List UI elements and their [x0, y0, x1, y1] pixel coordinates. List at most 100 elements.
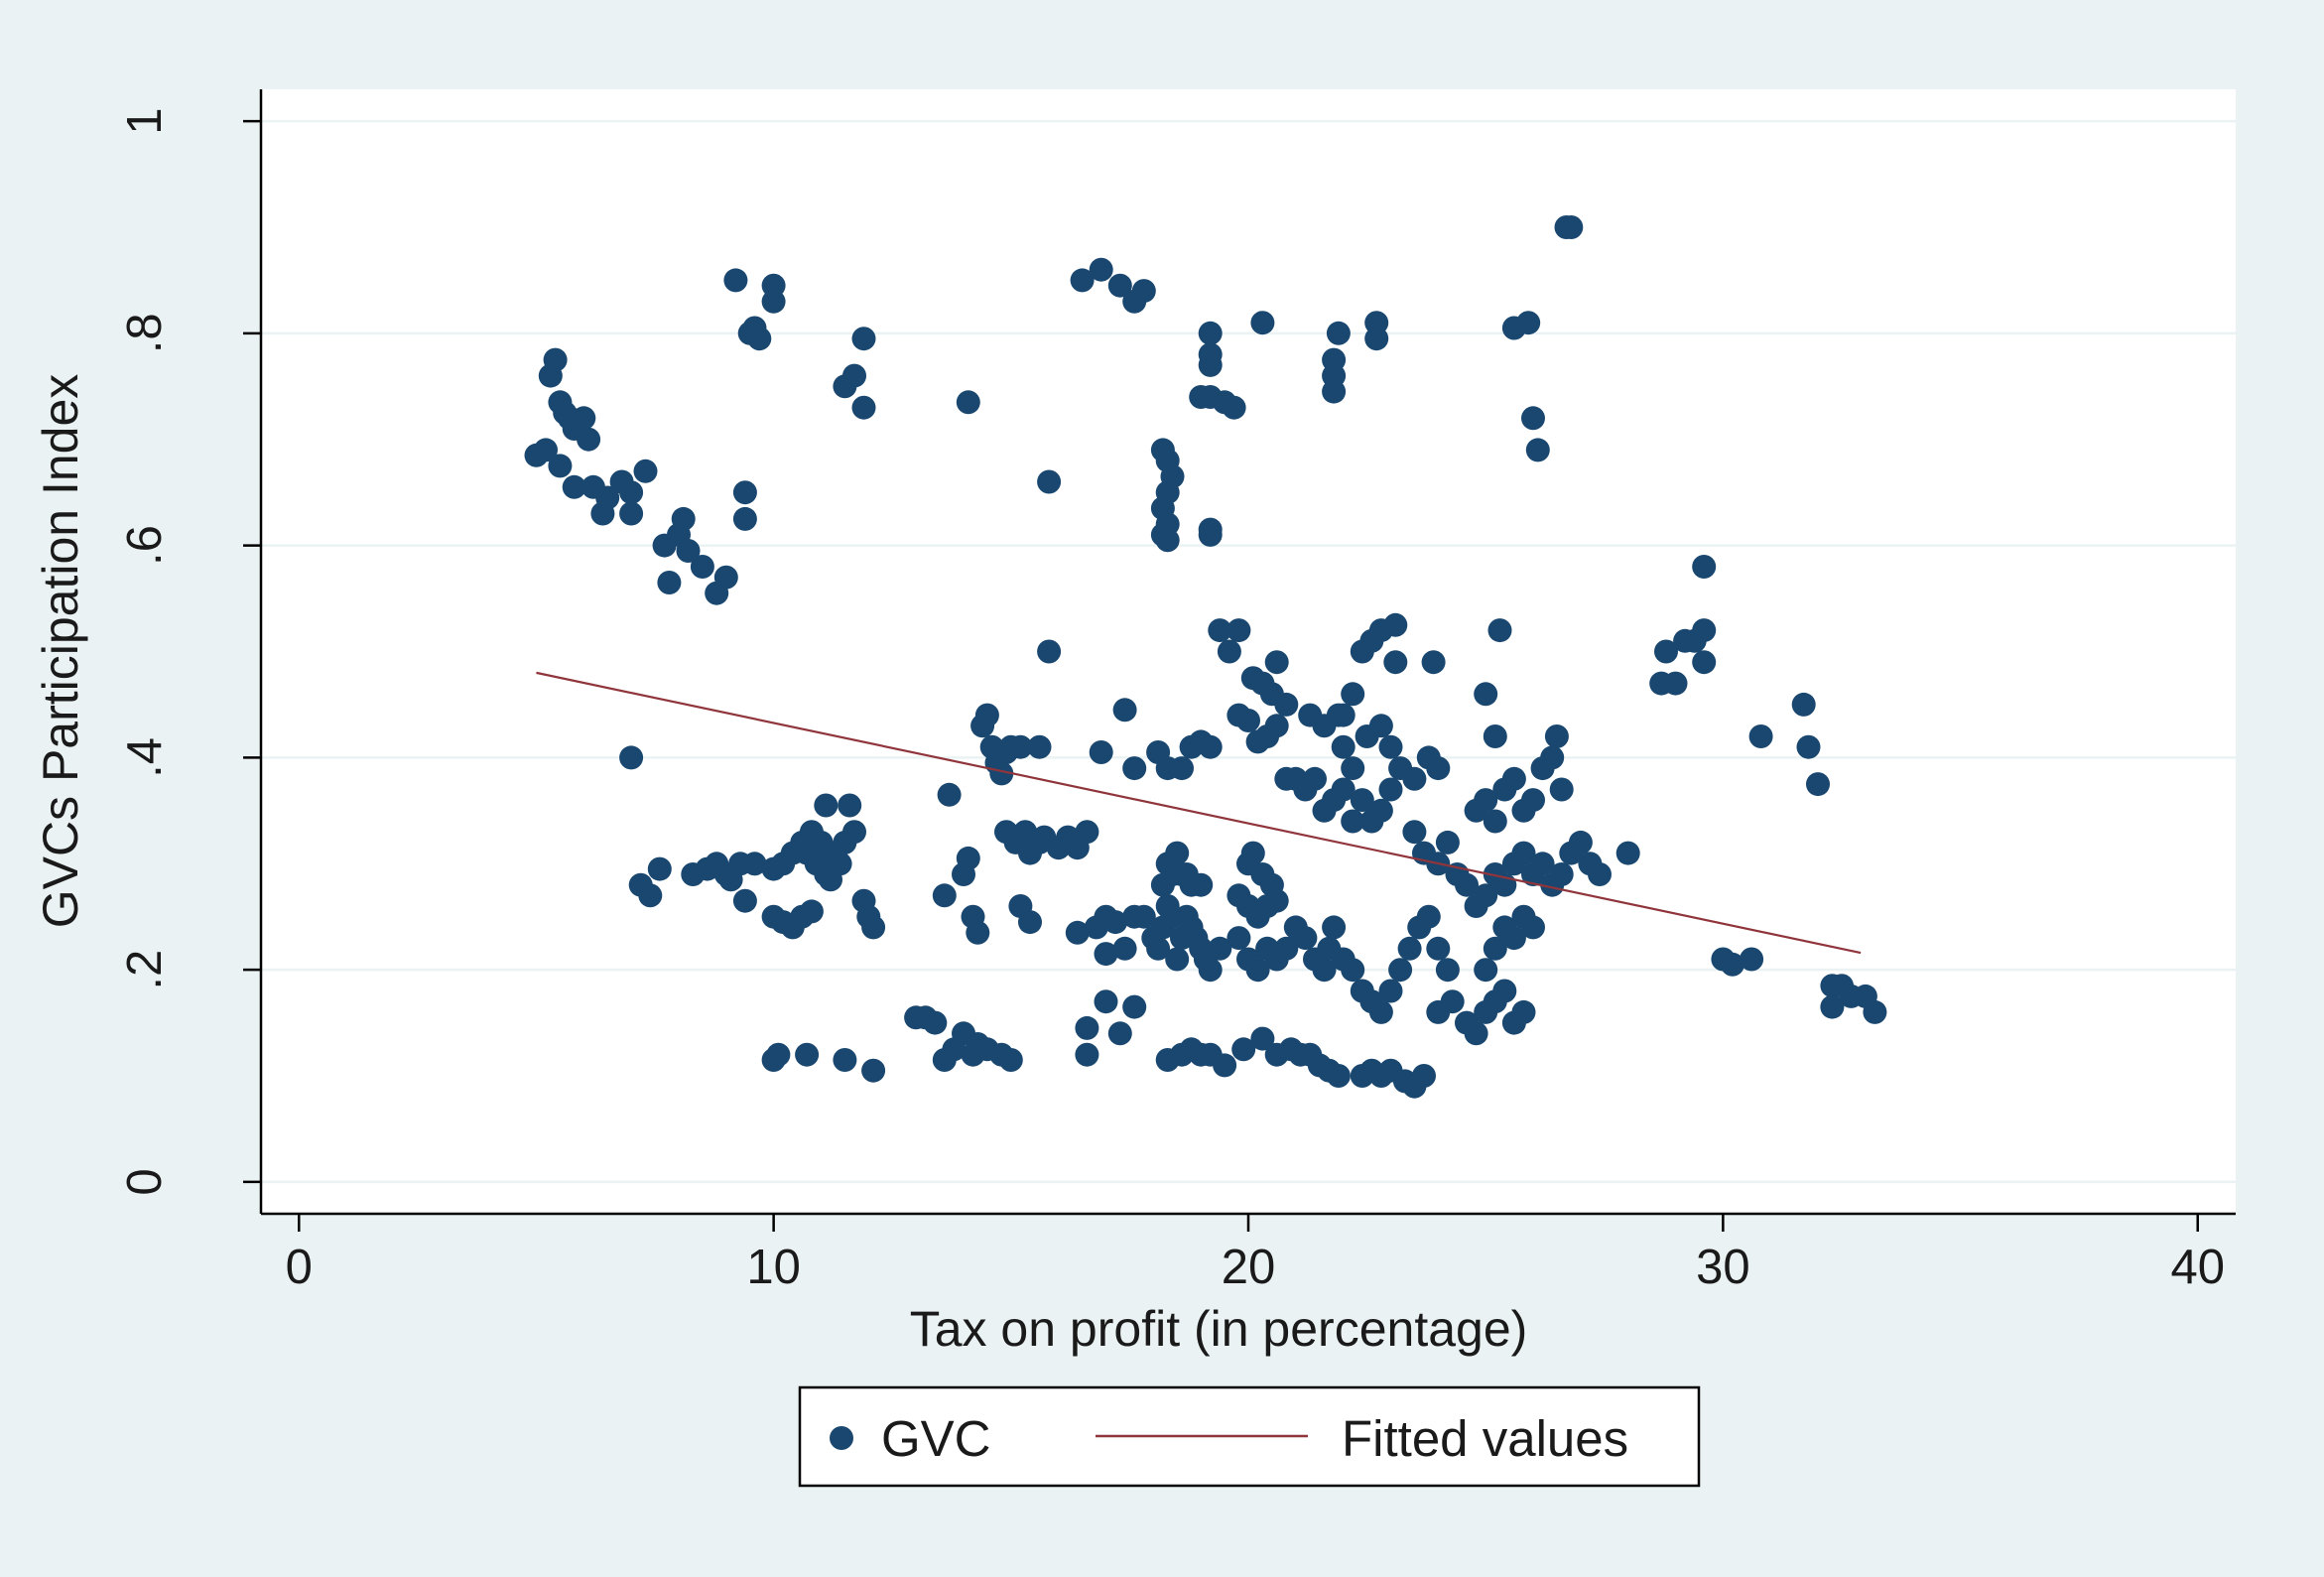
- gvc-point: [732, 888, 757, 913]
- gvc-point: [766, 1042, 791, 1067]
- gvc-point: [1198, 734, 1223, 759]
- gvc-point: [1426, 936, 1451, 961]
- gvc-point: [1511, 841, 1536, 865]
- gvc-point: [732, 480, 757, 505]
- gvc-point: [1122, 994, 1147, 1019]
- gvc-point: [1103, 910, 1128, 935]
- gvc-point: [1654, 639, 1678, 664]
- gvc-point: [1264, 714, 1289, 738]
- gvc-point: [1501, 766, 1526, 791]
- gridlines: [261, 119, 2236, 1184]
- fitted-line-group: [536, 671, 1862, 955]
- gvc-point: [1112, 936, 1137, 961]
- gvc-point: [1208, 936, 1232, 961]
- x-tick-label: 30: [1696, 1241, 1750, 1294]
- x-tick-label: 10: [746, 1241, 801, 1294]
- gvc-point: [1208, 618, 1232, 643]
- gvc-point: [1326, 1064, 1351, 1088]
- gvc-point: [1245, 958, 1270, 983]
- gvc-point: [1198, 958, 1223, 983]
- gvc-point: [1748, 724, 1773, 748]
- gvc-point: [1368, 714, 1393, 738]
- gvc-point: [1312, 958, 1337, 983]
- gvc-point: [1806, 772, 1830, 797]
- gvc-point: [1402, 766, 1427, 791]
- gvc-point: [1378, 777, 1403, 802]
- gvc-point: [1435, 830, 1460, 854]
- y-tick-label: .4: [118, 737, 172, 778]
- x-axis-title: Tax on profit (in percentage): [910, 1301, 1528, 1357]
- gvc-point: [1516, 311, 1541, 335]
- legend: GVC Fitted values: [798, 1385, 1701, 1488]
- gvc-point: [1227, 618, 1251, 643]
- gvc-point: [562, 474, 586, 499]
- gvc-point: [1521, 406, 1545, 431]
- gvc-point: [1107, 273, 1132, 298]
- legend-label-gvc: GVC: [881, 1410, 991, 1467]
- gvc-point: [1383, 612, 1408, 637]
- gvc-point: [1250, 311, 1275, 335]
- gvc-point: [747, 327, 772, 351]
- legend-label-fitted-values: Fitted values: [1342, 1410, 1628, 1467]
- y-tick-label: .8: [118, 313, 172, 353]
- gvc-point: [1378, 979, 1403, 1003]
- gvc-point: [923, 1010, 948, 1035]
- gvc-point: [619, 480, 644, 505]
- gvc-point: [1791, 692, 1816, 717]
- gvc-point: [577, 427, 601, 452]
- gvc-point: [1549, 777, 1574, 802]
- x-axis-ticks: 0 10 20 30 40: [286, 1214, 2225, 1294]
- gvc-point: [1198, 321, 1223, 345]
- gvc-point: [1070, 268, 1095, 293]
- gvc-point: [1492, 979, 1517, 1003]
- gvc-point: [1165, 947, 1190, 972]
- gvc-point: [1240, 841, 1265, 865]
- gvc-point: [1131, 904, 1156, 929]
- y-axis-ticks: 0 .2 .4 .6 .8 1: [118, 107, 261, 1196]
- gvc-point: [619, 501, 644, 526]
- gvc-point: [1264, 650, 1289, 675]
- gvc-point: [1075, 820, 1099, 845]
- y-tick-label: .6: [118, 525, 172, 566]
- gvc-point: [1037, 639, 1062, 664]
- gvc-point: [1521, 788, 1545, 813]
- gvc-point: [1227, 926, 1251, 951]
- gvc-point: [1820, 994, 1845, 1019]
- gvc-point: [1416, 904, 1441, 929]
- gvc-point: [1094, 989, 1118, 1014]
- gvc-point: [1222, 395, 1246, 420]
- gvc-point: [838, 793, 862, 818]
- gvc-point: [1303, 766, 1327, 791]
- gvc-point: [1122, 756, 1147, 781]
- gvc-point: [1107, 1021, 1132, 1046]
- y-tick-label: 1: [118, 107, 172, 134]
- gvc-point: [1089, 257, 1113, 282]
- gvc-point: [1464, 1021, 1488, 1046]
- gvc-point: [861, 915, 886, 940]
- gvc-points: [524, 215, 1887, 1099]
- gvc-point: [1474, 958, 1498, 983]
- gvc-point: [1150, 522, 1175, 547]
- gvc-point: [572, 406, 596, 431]
- gvc-point: [1331, 734, 1356, 759]
- gvc-point: [1293, 926, 1318, 951]
- gvc-point: [657, 571, 682, 594]
- gvc-point: [1455, 872, 1479, 897]
- gvc-point: [861, 1058, 886, 1083]
- gvc-point: [1474, 788, 1498, 813]
- gvc-point: [1326, 321, 1351, 345]
- gvc-point: [1331, 777, 1356, 802]
- gvc-point: [1065, 920, 1090, 945]
- gvc-point: [842, 363, 866, 388]
- gvc-point: [619, 745, 644, 770]
- gvc-point: [595, 485, 620, 510]
- gvc-point: [842, 820, 866, 845]
- gvc-point: [690, 555, 714, 579]
- gvc-point: [1322, 379, 1347, 404]
- y-tick-label: 0: [118, 1168, 172, 1195]
- gvc-point: [1692, 555, 1717, 579]
- gvc-point: [1388, 958, 1413, 983]
- gvc-point: [1440, 989, 1465, 1014]
